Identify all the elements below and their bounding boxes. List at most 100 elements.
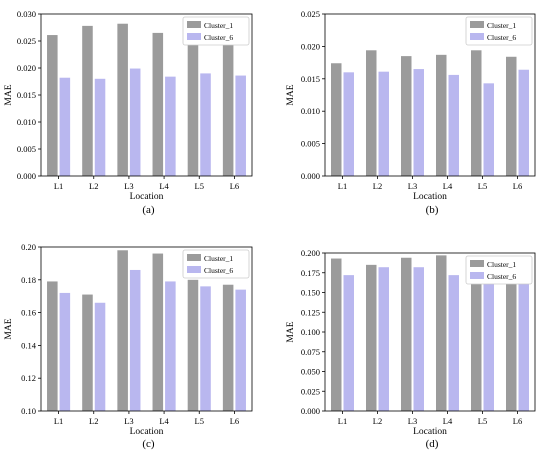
- chart-panel-a: 0.000 0.005 0.010 0.015 0.020 0.025 0.030 L1 L2 L…: [4, 9, 253, 216]
- x-tick-label: L6: [513, 181, 522, 191]
- y-tick-label: 0.10: [21, 406, 36, 416]
- plot-frame: [40, 246, 253, 412]
- y-tick-label: 0.005: [17, 144, 36, 154]
- legend-swatch-cluster6: [470, 33, 484, 40]
- legend-label-cluster1: Cluster_1: [204, 21, 233, 30]
- y-tick-label: 0.14: [21, 340, 37, 350]
- bar-cluster1-l3: [117, 23, 128, 176]
- x-tick-label: L3: [124, 181, 133, 191]
- x-tick-label: L3: [408, 416, 417, 426]
- y-tick-label: 0.025: [301, 9, 320, 19]
- bar-cluster1-l5: [187, 279, 199, 411]
- x-tick-label: L6: [230, 181, 239, 191]
- legend-label-cluster6: Cluster_6: [487, 272, 516, 281]
- bar-cluster6-l4: [448, 74, 459, 176]
- y-tick-label: 0.010: [301, 106, 320, 116]
- legend: Cluster_1 Cluster_6: [182, 249, 250, 279]
- bar-cluster6-l3: [413, 69, 424, 176]
- x-tick-label: L2: [89, 181, 98, 191]
- x-tick-label: L4: [443, 181, 453, 191]
- x-tick-label: L5: [478, 181, 487, 191]
- x-tick-label: L1: [54, 416, 63, 426]
- bar-cluster1-l4: [436, 255, 447, 411]
- x-tick-label: L4: [443, 416, 453, 426]
- bar-cluster6-l4: [165, 76, 176, 176]
- bar-cluster1-l5: [471, 266, 482, 411]
- bar-cluster1-l6: [222, 284, 234, 411]
- y-tick-label: 0.020: [301, 41, 320, 51]
- bar-cluster1-l3: [401, 257, 412, 411]
- y-axis-label: MAE: [4, 318, 14, 339]
- panel-caption: (a): [142, 204, 155, 216]
- y-tick-label: 0.000: [301, 171, 320, 181]
- bar-cluster1-l1: [331, 258, 342, 411]
- bar-cluster1-l6: [506, 56, 517, 176]
- bar-cluster1-l3: [401, 56, 412, 177]
- x-tick-label: L1: [338, 416, 347, 426]
- x-tick-label: L6: [230, 416, 239, 426]
- x-tick-label: L4: [159, 416, 169, 426]
- bar-cluster1-l5: [471, 50, 482, 177]
- x-axis-label: Location: [413, 192, 447, 202]
- bar-cluster1-l6: [506, 271, 517, 411]
- x-tick-label: L1: [338, 181, 347, 191]
- legend-label-cluster1: Cluster_1: [204, 254, 233, 263]
- y-tick-label: 0.000: [17, 171, 36, 181]
- plot-frame: [324, 13, 536, 177]
- bar-cluster1-l1: [47, 35, 58, 177]
- bar-cluster6-l6: [518, 274, 529, 411]
- y-tick-label: 0.010: [17, 117, 36, 127]
- x-tick-label: L4: [159, 181, 169, 191]
- legend: Cluster_1 Cluster_6: [182, 16, 250, 46]
- x-tick-label: L5: [195, 181, 204, 191]
- y-tick-label: 0.015: [301, 74, 320, 84]
- x-axis-label: Location: [413, 427, 447, 437]
- bar-cluster6-l3: [129, 269, 141, 411]
- y-tick-label: 0.200: [301, 248, 320, 258]
- y-tick-label: 0.025: [17, 36, 36, 46]
- bar-cluster1-l1: [331, 63, 342, 176]
- y-tick-label: 0.16: [21, 308, 36, 318]
- legend: Cluster_1 Cluster_6: [465, 16, 533, 46]
- bar-cluster6-l6: [235, 75, 246, 176]
- y-tick-label: 0.015: [17, 90, 36, 100]
- legend-label-cluster1: Cluster_1: [487, 21, 516, 30]
- bar-cluster1-l5: [187, 30, 199, 177]
- y-tick-label: 0.025: [301, 386, 320, 396]
- bar-cluster6-l2: [378, 71, 389, 176]
- panel-caption: (d): [426, 438, 439, 450]
- bar-cluster6-l1: [59, 292, 71, 411]
- bar-cluster6-l4: [165, 281, 176, 411]
- x-tick-label: L2: [373, 416, 382, 426]
- legend-swatch-cluster6: [187, 266, 201, 273]
- panel-caption: (b): [426, 204, 439, 216]
- bar-cluster6-l1: [343, 275, 354, 411]
- y-tick-label: 0.18: [21, 275, 36, 285]
- bar-cluster6-l5: [200, 73, 211, 176]
- x-tick-label: L5: [478, 416, 487, 426]
- legend-swatch-cluster1: [470, 260, 484, 267]
- bar-cluster6-l2: [378, 267, 389, 411]
- bar-cluster1-l1: [47, 281, 58, 411]
- x-tick-label: L3: [124, 416, 133, 426]
- bar-cluster6-l3: [129, 68, 141, 176]
- y-axis-label: MAE: [4, 84, 14, 105]
- y-tick-label: 0.12: [21, 373, 36, 383]
- bar-cluster1-l3: [117, 250, 128, 411]
- y-tick-label: 0.100: [301, 327, 320, 337]
- x-axis-label: Location: [130, 427, 164, 437]
- legend-label-cluster6: Cluster_6: [204, 33, 233, 42]
- bar-cluster1-l2: [366, 50, 377, 177]
- x-tick-label: L5: [195, 416, 204, 426]
- y-axis-label: MAE: [286, 84, 296, 105]
- y-tick-label: 0.20: [21, 242, 36, 252]
- chart-panel-b: 0.000 0.005 0.010 0.015 0.020 0.025 L1 L2 L3 L4 L5…: [286, 9, 536, 216]
- bar-cluster1-l2: [82, 25, 93, 176]
- y-tick-label: 0.000: [301, 406, 320, 416]
- bar-cluster1-l6: [222, 41, 234, 176]
- y-tick-label: 0.020: [17, 63, 36, 73]
- panel-caption: (c): [142, 438, 155, 450]
- bar-cluster6-l6: [518, 69, 529, 176]
- chart-panel-c: 0.10 0.12 0.14 0.16 0.18 0.20 L1 L2 L3 L4 L5 L6 Loca…: [4, 242, 253, 450]
